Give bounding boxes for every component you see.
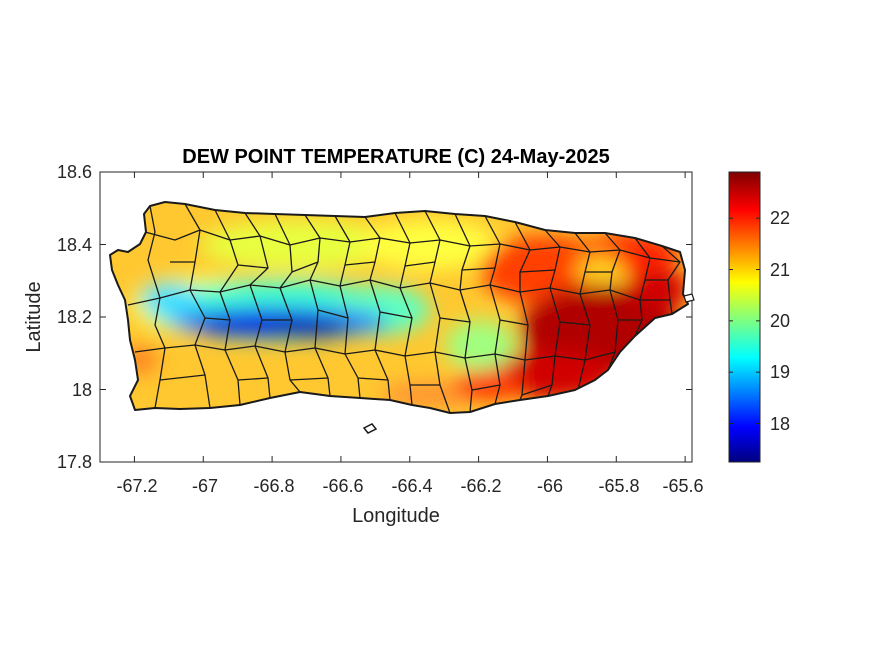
colorbar-tick-label: 22 <box>770 208 790 228</box>
colorbar-tick-label: 19 <box>770 362 790 382</box>
colorbar <box>728 171 761 463</box>
colorbar-tick-labels: 22 21 20 19 18 <box>770 208 790 434</box>
colorbar-tick-marks <box>729 217 760 425</box>
x-tick-label: -66.6 <box>322 476 363 496</box>
x-axis-tick-labels: -67.2 -67 -66.8 -66.6 -66.4 -66.2 -66 -6… <box>116 476 703 496</box>
y-tick-label: 18.4 <box>57 235 92 255</box>
eastern-islet <box>683 293 695 303</box>
colorbar-tick-label: 18 <box>770 414 790 434</box>
x-axis-label: Longitude <box>352 505 440 527</box>
x-tick-label: -65.6 <box>662 476 703 496</box>
x-tick-label: -65.8 <box>598 476 639 496</box>
y-tick-label: 17.8 <box>57 452 92 472</box>
municipality-boundaries <box>127 203 681 413</box>
y-axis-tick-labels: 18.6 18.4 18.2 18 17.8 <box>57 162 92 472</box>
x-tick-label: -66 <box>537 476 563 496</box>
y-axis-label: Latitude <box>23 281 45 352</box>
x-tick-label: -67.2 <box>116 476 157 496</box>
colorbar-tick-label: 21 <box>770 260 790 280</box>
y-tick-label: 18.2 <box>57 307 92 327</box>
x-tick-label: -66.4 <box>391 476 432 496</box>
colorbar-tick-label: 20 <box>770 311 790 331</box>
y-axis-tick-marks <box>100 171 692 463</box>
y-tick-label: 18.6 <box>57 162 92 182</box>
x-tick-label: -66.2 <box>460 476 501 496</box>
x-axis-tick-marks <box>133 172 686 462</box>
chart-title: DEW POINT TEMPERATURE (C) 24-May-2025 <box>182 146 609 168</box>
offshore-islet <box>362 423 378 434</box>
dew-point-field <box>110 202 688 413</box>
coastline <box>109 201 689 414</box>
x-tick-label: -66.8 <box>253 476 294 496</box>
y-tick-label: 18 <box>72 380 92 400</box>
x-tick-label: -67 <box>192 476 218 496</box>
